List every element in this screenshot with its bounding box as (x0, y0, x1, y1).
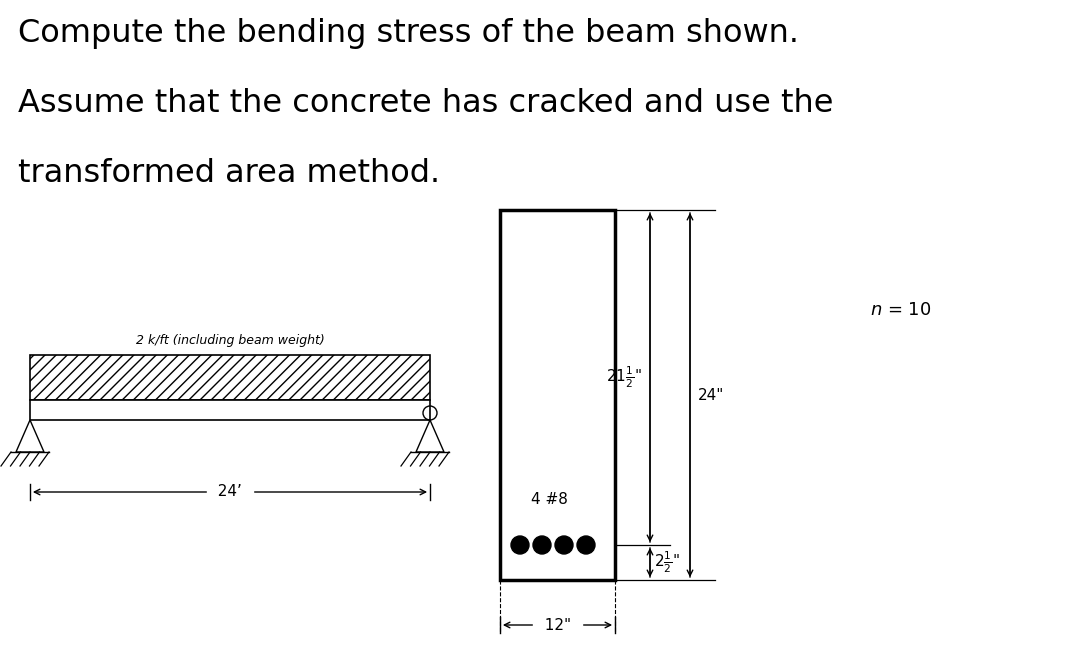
Circle shape (511, 536, 529, 554)
Text: 24": 24" (698, 387, 725, 402)
Text: Compute the bending stress of the beam shown.: Compute the bending stress of the beam s… (18, 18, 799, 49)
Text: Assume that the concrete has cracked and use the: Assume that the concrete has cracked and… (18, 88, 834, 119)
Text: $21\frac{1}{2}$": $21\frac{1}{2}$" (606, 365, 642, 391)
Text: transformed area method.: transformed area method. (18, 158, 441, 189)
Text: 12": 12" (535, 618, 580, 632)
Circle shape (534, 536, 551, 554)
Text: $n$ = 10: $n$ = 10 (870, 301, 931, 319)
Text: 24’: 24’ (208, 485, 252, 500)
Bar (500, 210, 615, 580)
Bar (30, 355, 430, 400)
Text: 4 #8: 4 #8 (531, 493, 568, 508)
Bar (30, 400, 430, 420)
Text: 2 k/ft (including beam weight): 2 k/ft (including beam weight) (136, 334, 324, 347)
Text: $2\frac{1}{2}$": $2\frac{1}{2}$" (654, 549, 680, 575)
Polygon shape (16, 420, 44, 452)
Circle shape (577, 536, 595, 554)
Circle shape (555, 536, 573, 554)
Polygon shape (416, 420, 444, 452)
